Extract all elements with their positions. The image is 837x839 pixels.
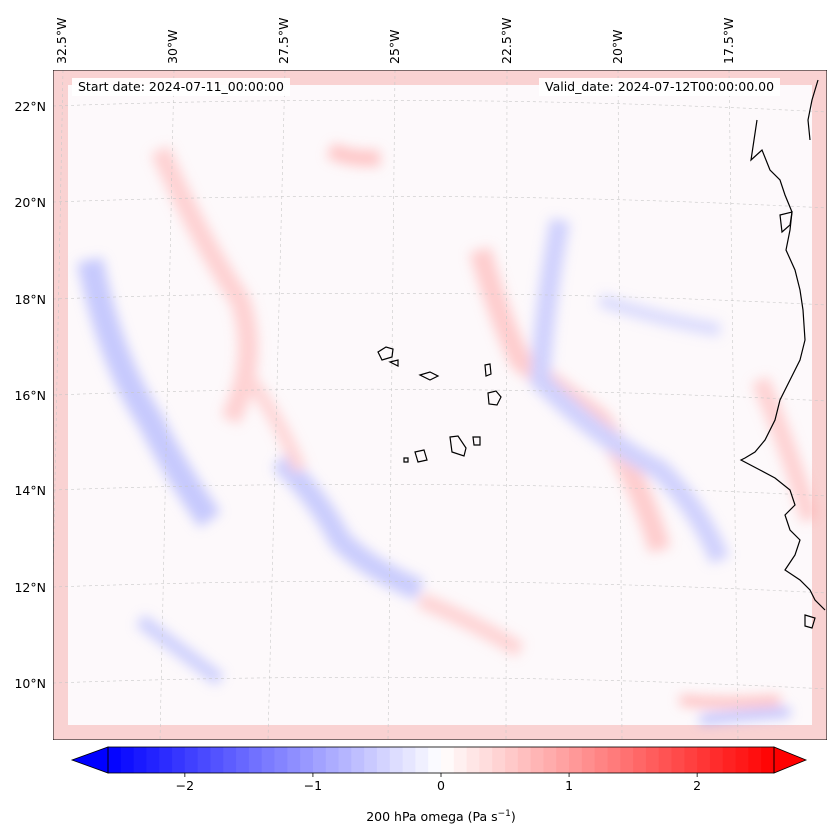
colorbar-segment (236, 747, 250, 773)
colorbar-tick-label: 0 (437, 778, 445, 793)
colorbar-segment (261, 747, 276, 773)
omega-field-patches (77, 142, 819, 725)
colorbar-segment (287, 747, 301, 773)
lat-tick-label: 22°N (14, 99, 46, 114)
colorbar: −2 −1 0 1 2 200 hPa omega (Pa s−1) (70, 746, 808, 824)
lat-tick-label: 16°N (14, 388, 46, 403)
colorbar-segment (517, 747, 532, 773)
colorbar-tick-label: −1 (304, 778, 322, 793)
lat-tick-label: 10°N (14, 676, 46, 691)
colorbar-segment (569, 747, 583, 773)
latitude-labels: 22°N 20°N 18°N 16°N 14°N 12°N 10°N (14, 99, 46, 691)
colorbar-segment (159, 747, 173, 773)
colorbar-tick-label: 1 (565, 778, 573, 793)
map-panel (53, 70, 827, 740)
colorbar-segment (184, 747, 199, 773)
colorbar-segment (735, 747, 749, 773)
colorbar-tick-label: 2 (693, 778, 701, 793)
colorbar-segment (338, 747, 352, 773)
colorbar-segment (722, 747, 737, 773)
colorbar-max-arrow (773, 746, 808, 774)
colorbar-segment (761, 747, 775, 773)
colorbar-segment (453, 747, 468, 773)
colorbar-segment (300, 747, 314, 773)
lon-tick-label: 22.5°W (499, 18, 514, 64)
colorbar-segment (671, 747, 685, 773)
lon-tick-label: 27.5°W (276, 18, 291, 64)
colorbar-segment (376, 747, 391, 773)
colorbar-segment (325, 747, 340, 773)
colorbar-segment (556, 747, 570, 773)
colorbar-min-arrow (70, 746, 109, 774)
colorbar-segment (441, 747, 455, 773)
start-date-label: Start date: 2024-07-11_00:00:00 (72, 78, 290, 96)
colorbar-segment (312, 747, 327, 773)
colorbar-segment (172, 747, 186, 773)
lon-tick-label: 25°W (387, 29, 402, 64)
colorbar-segment (389, 747, 404, 773)
colorbar-segment (466, 747, 481, 773)
colorbar-segment (530, 747, 545, 773)
colorbar-segment (133, 747, 148, 773)
lat-tick-label: 20°N (14, 195, 46, 210)
colorbar-segment (351, 747, 365, 773)
colorbar-segment (581, 747, 596, 773)
lon-tick-label: 17.5°W (721, 18, 736, 64)
colorbar-segment (248, 747, 263, 773)
colorbar-segment (505, 747, 519, 773)
colorbar-segment (146, 747, 160, 773)
colorbar-segment (658, 747, 673, 773)
colorbar-segment (364, 747, 378, 773)
colorbar-segment (120, 747, 135, 773)
lon-tick-label: 30°W (165, 29, 180, 64)
colorbar-segment (633, 747, 647, 773)
colorbar-segment (697, 747, 711, 773)
colorbar-segment (210, 747, 224, 773)
lon-tick-label: 32.5°W (54, 18, 69, 64)
colorbar-segment (402, 747, 416, 773)
colorbar-segment (709, 747, 724, 773)
lat-tick-label: 12°N (14, 580, 46, 595)
colorbar-gradient (108, 747, 775, 773)
coastline (377, 79, 826, 629)
colorbar-segment (594, 747, 609, 773)
colorbar-segment (620, 747, 634, 773)
colorbar-segment (748, 747, 762, 773)
colorbar-segment (492, 747, 506, 773)
valid-date-label: Valid_date: 2024-07-12T00:00:00.00 (539, 78, 781, 96)
colorbar-segment (428, 747, 442, 773)
colorbar-segment (415, 747, 429, 773)
colorbar-segment (479, 747, 493, 773)
colorbar-ticks: −2 −1 0 1 2 (176, 773, 701, 793)
colorbar-segment (274, 747, 288, 773)
colorbar-segment (543, 747, 557, 773)
lat-tick-label: 14°N (14, 483, 46, 498)
colorbar-segment (197, 747, 212, 773)
lon-tick-label: 20°W (610, 29, 625, 64)
longitude-labels: 32.5°W 30°W 27.5°W 25°W 22.5°W 20°W 17.5… (54, 18, 736, 64)
colorbar-tick-label: −2 (176, 778, 194, 793)
colorbar-segment (108, 747, 122, 773)
colorbar-segment (645, 747, 660, 773)
lat-tick-label: 18°N (14, 292, 46, 307)
colorbar-segment (607, 747, 621, 773)
colorbar-segment (223, 747, 237, 773)
colorbar-segment (684, 747, 698, 773)
graticule (53, 70, 827, 740)
colorbar-title: 200 hPa omega (Pa s−1) (366, 809, 516, 824)
